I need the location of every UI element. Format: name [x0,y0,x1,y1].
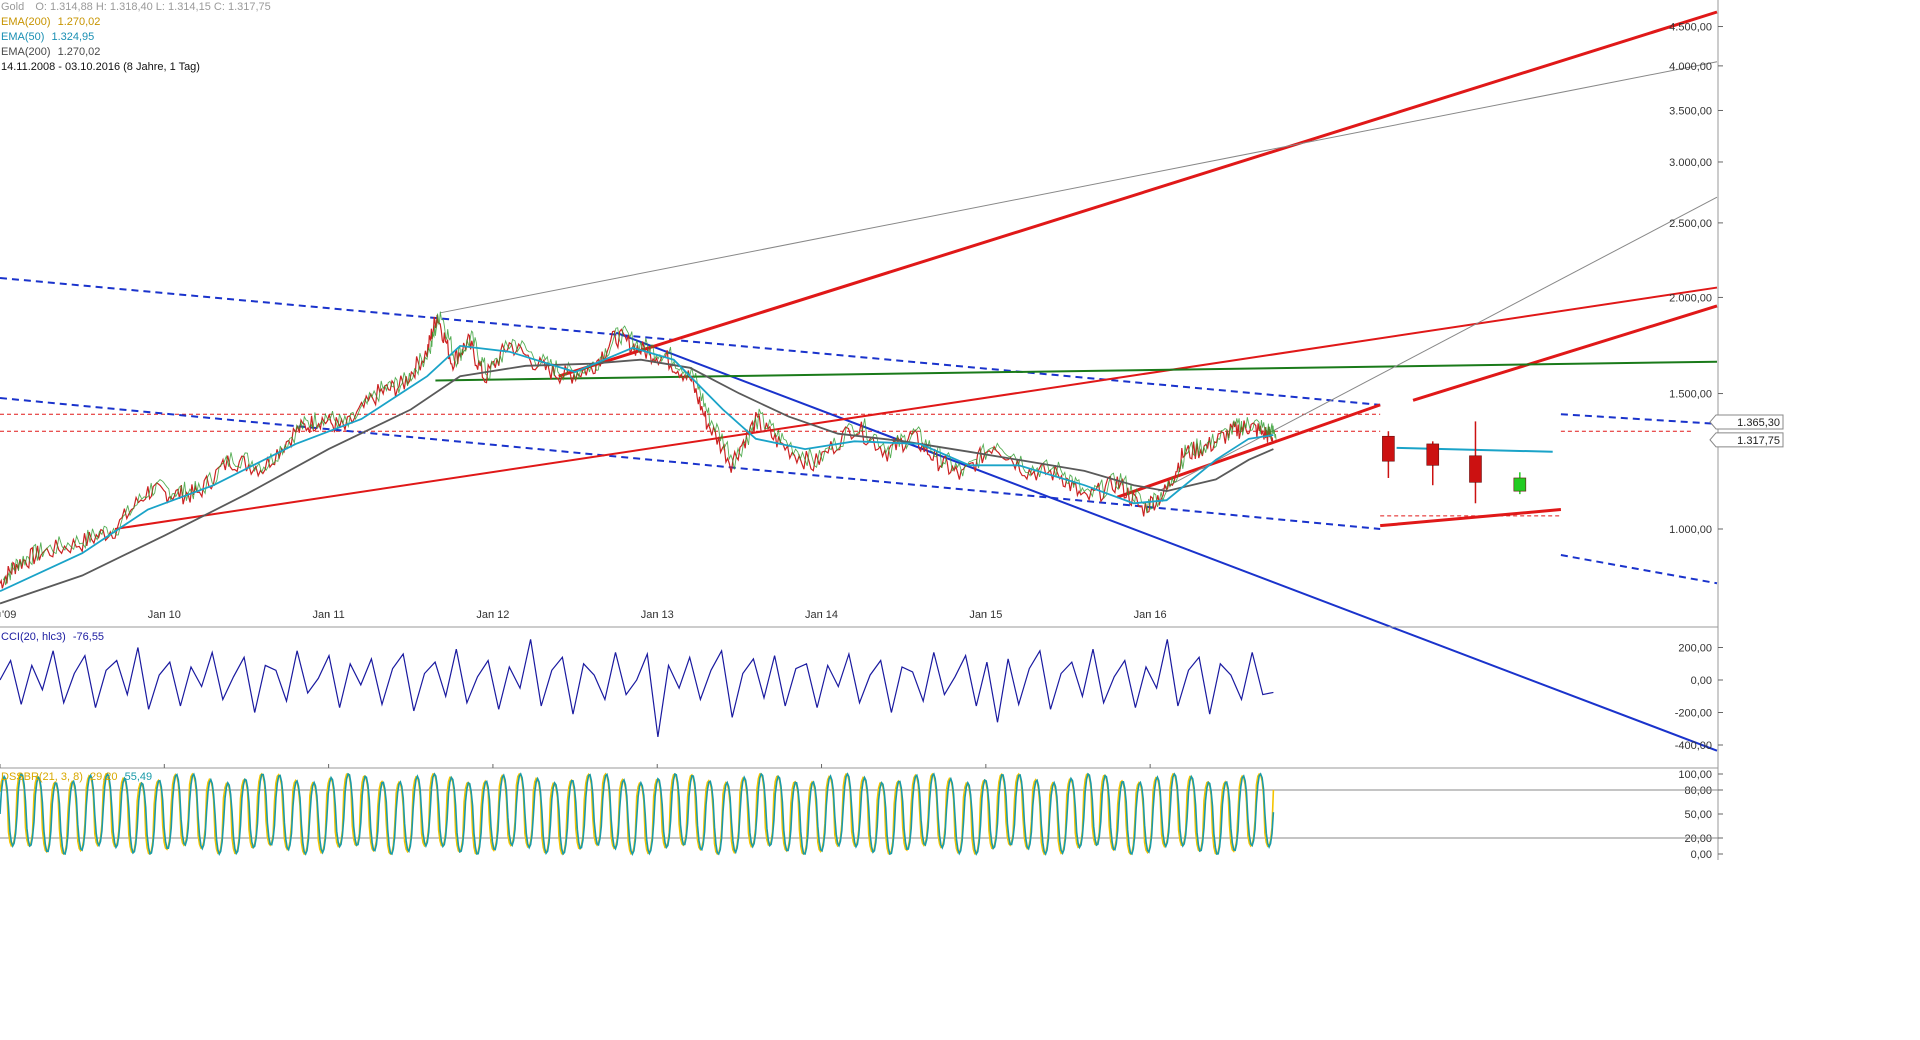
cci-value: -76,55 [72,631,105,643]
xtick-label: Jan 13 [641,609,674,621]
dss-ytick-label: 100,00 [1678,769,1712,781]
dss-ytick-label: 0,00 [1691,849,1712,861]
dss-ytick-label: 20,00 [1684,833,1712,845]
ema200-label: EMA(200) [1,16,51,28]
price-ytick-label: 1.000,00 [1669,524,1712,536]
xtick-label: Jan 10 [148,609,181,621]
xtick-label: Jan 12 [476,609,509,621]
cci-ytick-label: 200,00 [1678,643,1712,655]
price-ytick-label: 2.500,00 [1669,218,1712,230]
xtick-label: Jan 14 [805,609,838,621]
dssbr-legend: DSSBR(21, 3, 8) 29,20 55,49 [1,770,152,785]
xtick-label: Jan 15 [969,609,1002,621]
price-tag-box [1709,414,1784,430]
trendline[interactable] [615,331,1718,752]
projection-candle-body[interactable] [1426,443,1440,466]
price-ytick-label: 2.000,00 [1669,292,1712,304]
trendline[interactable] [1116,403,1381,499]
dssbr-value2: 55,49 [124,771,153,783]
cci-label: CCI(20, hlc3) [1,631,66,643]
trendline[interactable] [435,360,1718,382]
ema50-label: EMA(50) [1,31,45,43]
dssbr-slow-line [0,772,1275,856]
ema50-value: 1.324,95 [51,31,95,43]
ema50-legend: EMA(50) 1.324,95 [1,30,94,45]
cci-line [0,639,1274,737]
ema50-line [0,344,1274,593]
dssbr-label: DSSBR(21, 3, 8) [1,771,83,783]
trendline[interactable] [0,397,1381,530]
trendline[interactable] [0,276,1381,406]
projection-candle-body[interactable] [1382,435,1395,462]
price-tag: 1.365,30 [1709,414,1784,430]
cci-ytick-label: -400,00 [1675,740,1712,752]
trendline[interactable] [1380,508,1562,528]
dss-ytick-label: 80,00 [1684,785,1712,797]
price-ytick-label: 4.500,00 [1669,22,1712,34]
price-tag: 1.317,75 [1709,432,1784,448]
cci-ytick-label: 0,00 [1691,675,1712,687]
trendline[interactable] [1560,413,1718,425]
ema200-legend: EMA(200) 1.270,02 [1,15,100,30]
ema200-grey-label: EMA(200) [1,46,51,58]
xtick-label: Jan 11 [313,609,345,621]
price-ytick-label: 3.000,00 [1669,157,1712,169]
dssbr-value1: 29,20 [89,771,118,783]
price-tag-box [1709,432,1784,448]
price-tag-label: 1.365,30 [1737,417,1780,429]
projection-candle-body[interactable] [1513,477,1527,492]
trendline[interactable] [558,10,1718,378]
ema200-value: 1.270,02 [57,16,101,28]
date-range-text: 14.11.2008 - 03.10.2016 (8 Jahre, 1 Tag) [1,61,200,73]
ema200-grey-value: 1.270,02 [57,46,101,58]
trendline[interactable] [1396,446,1553,453]
ohlc-values: O: 1.314,88 H: 1.318,40 L: 1.314,15 C: 1… [35,1,271,13]
trendline[interactable] [114,286,1718,530]
trendline[interactable] [1412,304,1718,402]
dss-ytick-label: 50,00 [1684,809,1712,821]
price-tag-label: 1.317,75 [1737,435,1780,447]
price-ytick-label: 3.500,00 [1669,105,1712,117]
price-candles-red [0,314,1274,589]
symbol-name: Gold [1,1,25,13]
xtick-label: '09 [2,609,16,621]
cci-ytick-label: -200,00 [1675,708,1712,720]
date-range: 14.11.2008 - 03.10.2016 (8 Jahre, 1 Tag) [1,60,200,75]
ema200-grey-legend: EMA(200) 1.270,02 [1,45,100,60]
price-ytick-label: 1.500,00 [1669,389,1712,401]
ema200-line [0,358,1274,605]
trendline[interactable] [1560,554,1718,585]
projection-candle-body[interactable] [1469,455,1482,483]
trendline[interactable] [440,61,1718,314]
symbol-ohlc-line: Gold O: 1.314,88 H: 1.318,40 L: 1.314,15… [1,0,271,15]
xtick-label: Jan 16 [1134,609,1167,621]
price-ytick-label: 4.000,00 [1669,61,1712,73]
cci-legend: CCI(20, hlc3) -76,55 [1,630,104,645]
trendline[interactable] [1158,196,1718,492]
price-candles-green [2,311,1277,586]
